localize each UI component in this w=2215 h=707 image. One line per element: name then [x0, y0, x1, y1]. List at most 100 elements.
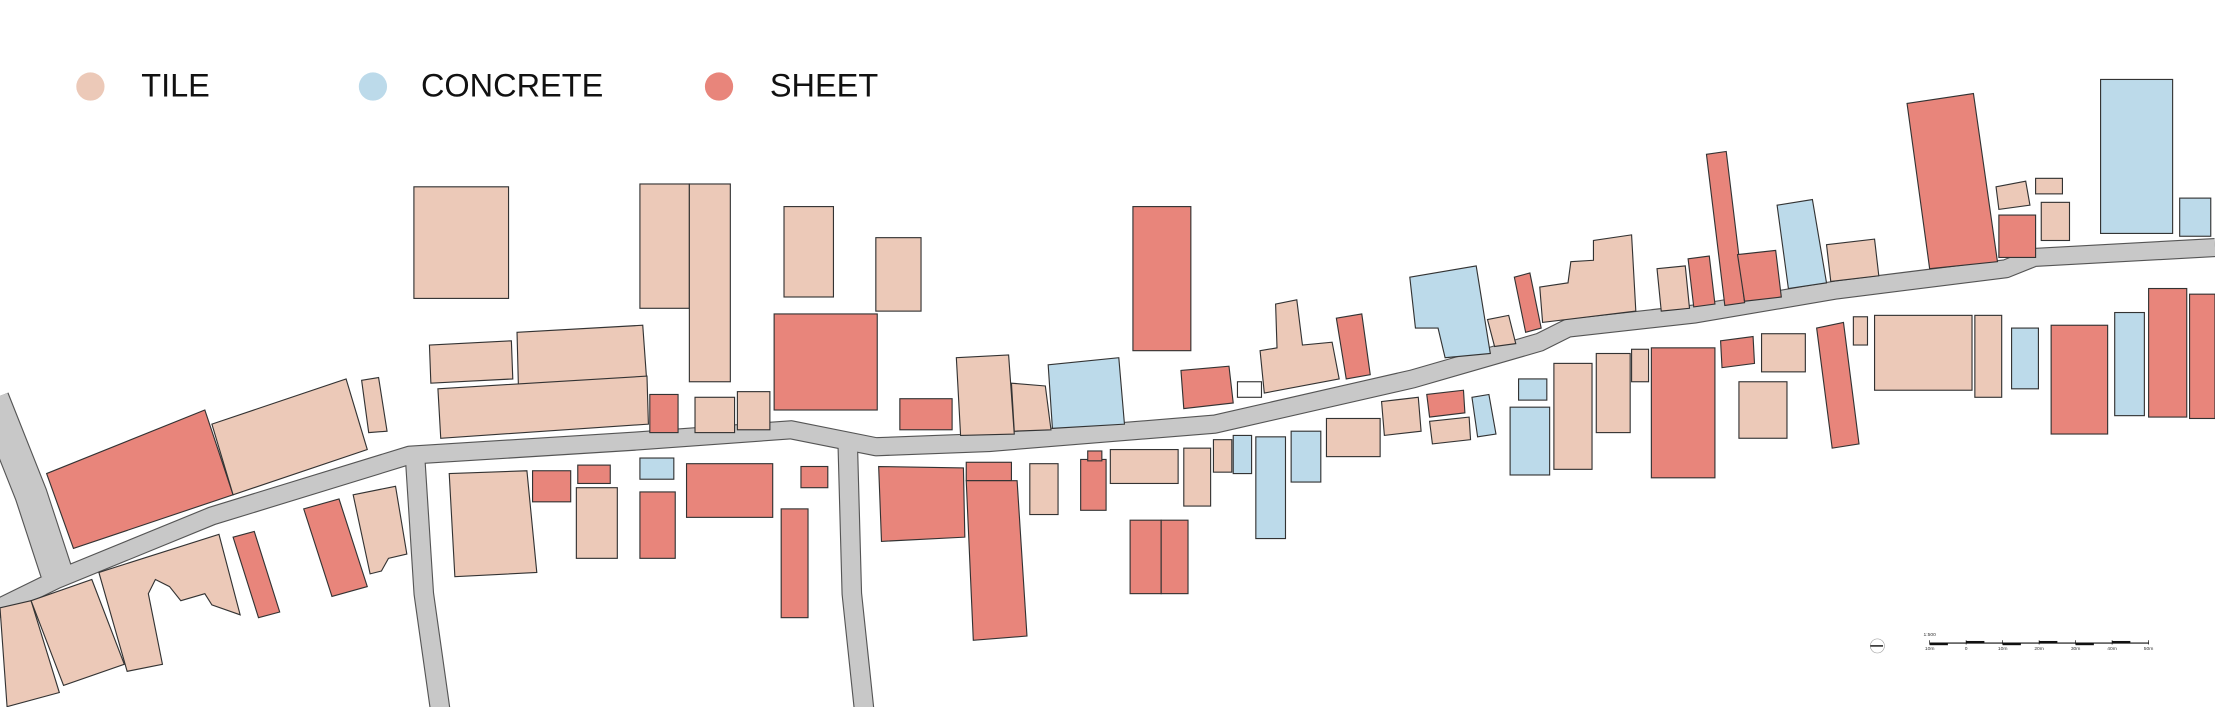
building-sheet: [1650, 347, 1716, 479]
building-sheet: [577, 464, 611, 485]
building-concrete: [1047, 357, 1126, 429]
scale-label: 10m: [1998, 646, 2008, 652]
building-tile: [1109, 448, 1179, 485]
building-tile: [98, 533, 241, 672]
road: [0, 392, 72, 578]
scale-label: 20m: [2034, 646, 2044, 652]
building-sheet: [1132, 206, 1192, 352]
building-tile: [413, 186, 510, 299]
building-concrete: [1471, 393, 1497, 438]
building-tile: [1380, 396, 1422, 437]
building-tile: [1428, 416, 1472, 445]
building-tile: [437, 375, 649, 439]
building-tile: [1553, 362, 1593, 470]
building-tile: [1873, 314, 1973, 391]
building-sheet: [899, 398, 953, 431]
building-sheet: [531, 470, 572, 503]
building-tile: [448, 470, 538, 578]
building-tile: [1656, 265, 1691, 312]
building-tile: [694, 396, 736, 434]
building-concrete: [1509, 406, 1551, 476]
building-concrete: [2114, 311, 2145, 417]
building-sheet: [1180, 365, 1234, 410]
scale-label: 30m: [2071, 646, 2081, 652]
building-concrete: [1255, 436, 1287, 540]
building-sheet: [302, 498, 369, 598]
building-concrete: [1290, 430, 1322, 483]
scale-segment: [1966, 640, 1985, 644]
scale-segment: [1929, 643, 1948, 646]
building-sheet: [1160, 519, 1189, 595]
scale-segment: [2039, 640, 2058, 644]
building-sheet: [965, 480, 1028, 641]
building-sheet: [1816, 321, 1860, 449]
legend: TILE CONCRETE SHEET: [76, 68, 878, 104]
building-concrete: [1232, 434, 1253, 475]
building-sheet: [1906, 92, 1999, 270]
building-tile: [1631, 348, 1650, 383]
building-sheet: [1080, 458, 1107, 511]
building-tile: [360, 376, 388, 434]
building-sheet: [1736, 249, 1782, 302]
building-tile: [1539, 234, 1637, 324]
building-sheet: [780, 508, 809, 619]
building-sheet: [1129, 519, 1162, 595]
buildings: [0, 78, 2215, 707]
building-sheet: [685, 463, 774, 518]
building-tile: [1029, 463, 1059, 516]
building-sheet: [1087, 450, 1103, 462]
building-tile: [575, 487, 618, 559]
building-tile: [736, 391, 771, 431]
building-tile: [1212, 439, 1233, 473]
building-concrete: [2100, 78, 2174, 234]
roads: [0, 237, 2215, 707]
building-sheet: [1513, 272, 1542, 334]
building-sheet: [800, 465, 829, 489]
building-tile: [1486, 314, 1517, 348]
building-tile: [639, 183, 690, 309]
road: [0, 239, 2215, 617]
building-tile: [1760, 333, 1806, 373]
building-sheet: [649, 393, 679, 434]
building-concrete: [1409, 265, 1491, 359]
building-concrete: [2179, 197, 2212, 237]
building-sheet: [773, 313, 878, 411]
legend-dot-concrete: [358, 72, 388, 101]
building-sheet: [2189, 293, 2215, 420]
building-sheet: [2148, 287, 2188, 418]
building-tile: [1738, 381, 1788, 439]
building-sheet: [1426, 389, 1466, 418]
legend-label: SHEET: [770, 68, 878, 104]
building-concrete: [2011, 327, 2039, 390]
building-tile: [428, 340, 514, 384]
building-tile: [352, 485, 408, 575]
building-tile: [1995, 180, 2031, 211]
scale-label: 50m: [2144, 646, 2154, 652]
scale-label: 10m: [1925, 646, 1935, 652]
building-sheet: [1687, 255, 1716, 308]
building-sheet: [965, 461, 1013, 482]
scale-segment: [2112, 640, 2131, 644]
building-tile: [1852, 316, 1869, 346]
building-sheet: [878, 465, 966, 542]
building-concrete: [1776, 198, 1828, 290]
building-other: [1236, 381, 1263, 398]
building-tile: [1183, 447, 1212, 507]
building-sheet: [2050, 324, 2109, 435]
building-tile: [211, 378, 368, 496]
building-tile: [1595, 352, 1631, 434]
legend-dot-sheet: [704, 72, 734, 101]
building-tile: [0, 600, 61, 707]
building-sheet: [1998, 214, 2037, 259]
building-sheet: [1719, 335, 1756, 369]
scale-label: 0: [1965, 646, 1968, 652]
building-tile: [30, 578, 126, 687]
building-concrete: [1518, 378, 1548, 401]
building-tile: [2040, 201, 2071, 242]
legend-dot-tile: [76, 72, 105, 101]
building-tile: [688, 183, 731, 383]
road: [406, 460, 450, 707]
road: [838, 438, 874, 707]
